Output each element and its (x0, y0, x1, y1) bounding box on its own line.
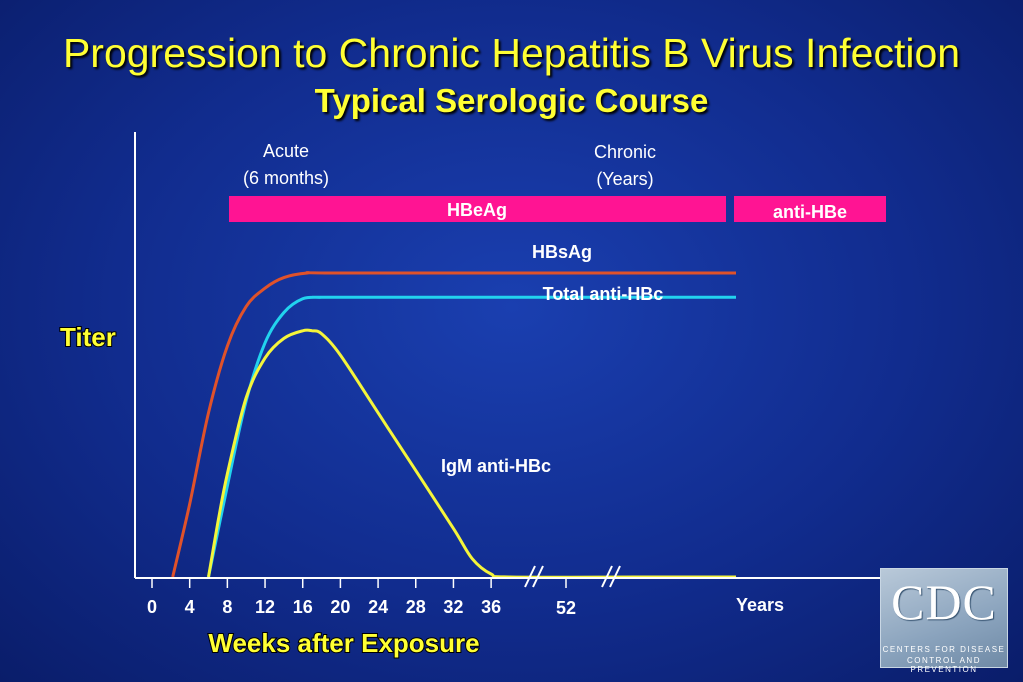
series-label-total-anti-hbc: Total anti-HBc (543, 284, 664, 304)
x-tick-label-12: 12 (255, 597, 275, 617)
anti-hbe-bar-label: anti-HBe (773, 202, 847, 222)
hbeag-bar-label: HBeAg (447, 200, 507, 220)
axis-break-stroke (601, 565, 613, 588)
x-axis-end-label: Years (736, 595, 784, 615)
page-subtitle: Typical Serologic Course (314, 82, 709, 119)
x-tick-label-16: 16 (293, 597, 313, 617)
x-tick-label-20: 20 (330, 597, 350, 617)
x-tick-label-0: 0 (147, 597, 157, 617)
x-tick-label-52: 52 (556, 598, 576, 618)
axis-break-stroke (524, 565, 536, 588)
cdc-logo-text: CDC (891, 574, 997, 630)
anti-hbe-bar (734, 196, 886, 222)
series-label-hbsag: HBsAg (532, 242, 592, 262)
axis-break-stroke (609, 565, 621, 588)
phase-chronic-sublabel: (Years) (596, 169, 653, 189)
x-axis-ticks: 0 4 8 12 16 20 24 28 32 36 52 (147, 578, 576, 618)
series-curves (171, 271, 736, 579)
cdc-logo-line1: CENTERS FOR DISEASE (882, 645, 1006, 654)
x-tick-label-32: 32 (443, 597, 463, 617)
phase-chronic-label: Chronic (594, 142, 656, 162)
series-label-igm-anti-hbc: IgM anti-HBc (441, 456, 551, 476)
x-tick-label-8: 8 (222, 597, 232, 617)
series-line-hbsag (171, 271, 736, 578)
y-axis-label: Titer (60, 322, 116, 352)
x-axis-label: Weeks after Exposure (208, 628, 479, 658)
cdc-logo-line2: CONTROL AND PREVENTION (907, 656, 981, 674)
phase-acute-sublabel: (6 months) (243, 168, 329, 188)
hbeag-bar (229, 196, 726, 222)
cdc-logo: CDC CENTERS FOR DISEASE CONTROL AND PREV… (880, 568, 1008, 674)
x-tick-label-36: 36 (481, 597, 501, 617)
phase-chronic: Chronic (Years) (594, 142, 656, 189)
page-title: Progression to Chronic Hepatitis B Virus… (62, 30, 961, 76)
x-tick-label-4: 4 (185, 597, 195, 617)
axis-break-stroke (532, 565, 544, 588)
phase-acute-label: Acute (263, 141, 309, 161)
phase-acute: Acute (6 months) (243, 141, 329, 188)
axis-breaks (524, 565, 621, 588)
x-tick-label-24: 24 (368, 597, 388, 617)
series-line-total-anti-hbc (207, 295, 736, 578)
series-line-igm-anti-hbc (207, 328, 736, 579)
x-tick-label-28: 28 (406, 597, 426, 617)
